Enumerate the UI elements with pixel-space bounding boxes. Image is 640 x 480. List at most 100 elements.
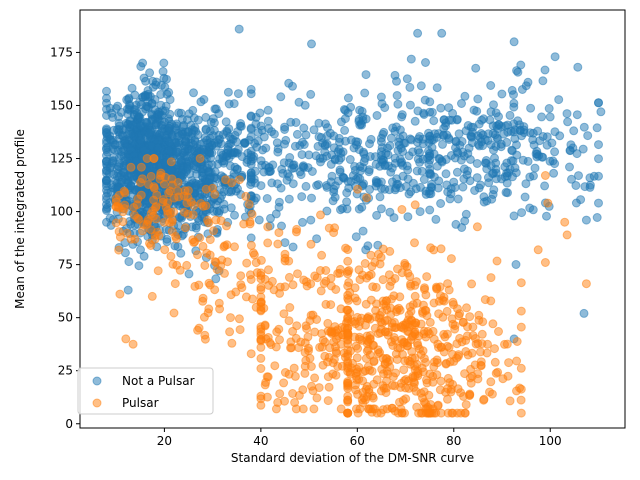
data-point (183, 162, 192, 171)
data-point (405, 271, 415, 281)
data-point (428, 371, 438, 381)
data-point (211, 215, 221, 225)
data-point (596, 107, 606, 117)
data-point (385, 281, 395, 291)
data-point (307, 167, 317, 176)
data-point (509, 102, 519, 112)
data-point (486, 296, 496, 306)
data-point (135, 121, 145, 131)
x-tick-label: 20 (157, 434, 172, 448)
data-point (422, 311, 432, 321)
data-point (153, 143, 163, 153)
data-point (448, 408, 458, 418)
data-point (274, 324, 284, 334)
data-point (485, 115, 495, 125)
data-point (323, 318, 333, 328)
data-point (339, 105, 349, 114)
data-point (306, 89, 316, 99)
data-point (292, 321, 302, 331)
data-point (571, 181, 581, 190)
data-point (567, 174, 576, 184)
data-point (490, 344, 499, 354)
data-point (264, 167, 274, 177)
data-point (436, 244, 446, 254)
data-point (278, 168, 288, 178)
data-point (422, 272, 432, 282)
data-point (326, 327, 335, 337)
points-layer (102, 24, 606, 418)
data-point (312, 234, 322, 244)
data-point (517, 85, 527, 94)
data-point (512, 337, 522, 346)
data-point (424, 390, 434, 400)
data-point (415, 207, 425, 217)
data-point (452, 167, 462, 177)
data-point (416, 81, 426, 91)
data-point (321, 119, 330, 129)
data-point (300, 100, 310, 110)
data-point (136, 162, 146, 172)
data-point (182, 260, 192, 270)
data-point (234, 24, 244, 34)
data-point (464, 143, 474, 153)
data-point (550, 147, 560, 157)
data-point (175, 131, 185, 140)
data-point (189, 237, 199, 247)
data-point (212, 265, 222, 274)
data-point (378, 244, 388, 254)
data-point (129, 203, 139, 212)
data-point (432, 284, 442, 294)
data-point (211, 141, 221, 151)
data-point (400, 408, 409, 418)
data-point (322, 206, 332, 216)
data-point (128, 339, 138, 349)
data-point (295, 141, 305, 150)
data-point (246, 233, 256, 243)
data-point (321, 266, 331, 275)
data-point (223, 87, 233, 97)
data-point (336, 205, 345, 215)
data-point (121, 334, 131, 344)
data-point (411, 277, 421, 287)
data-point (190, 281, 200, 291)
data-point (325, 343, 335, 353)
data-point (437, 28, 447, 38)
data-point (521, 179, 531, 189)
data-point (114, 227, 124, 237)
data-point (301, 181, 311, 191)
data-point (505, 110, 515, 120)
data-point (326, 159, 336, 169)
data-point (362, 193, 372, 203)
data-point (221, 175, 231, 185)
data-point (281, 135, 291, 145)
data-point (447, 314, 457, 324)
data-point (263, 333, 273, 342)
data-point (419, 110, 429, 119)
data-point (349, 143, 359, 153)
data-point (156, 90, 166, 99)
data-point (397, 205, 407, 214)
data-point (247, 209, 257, 219)
data-point (287, 343, 296, 353)
data-point (309, 125, 319, 135)
data-point (417, 166, 427, 176)
data-point (385, 207, 395, 217)
data-point (263, 116, 273, 126)
data-point (187, 145, 196, 155)
data-point (466, 364, 476, 374)
data-point (200, 261, 210, 270)
data-point (484, 178, 494, 188)
data-point (369, 357, 379, 367)
data-point (545, 112, 555, 122)
data-point (448, 349, 457, 359)
x-tick-label: 100 (539, 434, 562, 448)
data-point (145, 68, 155, 78)
data-point (544, 104, 554, 113)
data-point (388, 372, 398, 382)
data-point (102, 165, 111, 175)
data-point (115, 289, 125, 299)
data-point (418, 154, 428, 164)
data-point (509, 211, 519, 221)
data-point (376, 147, 386, 157)
data-point (351, 232, 361, 242)
